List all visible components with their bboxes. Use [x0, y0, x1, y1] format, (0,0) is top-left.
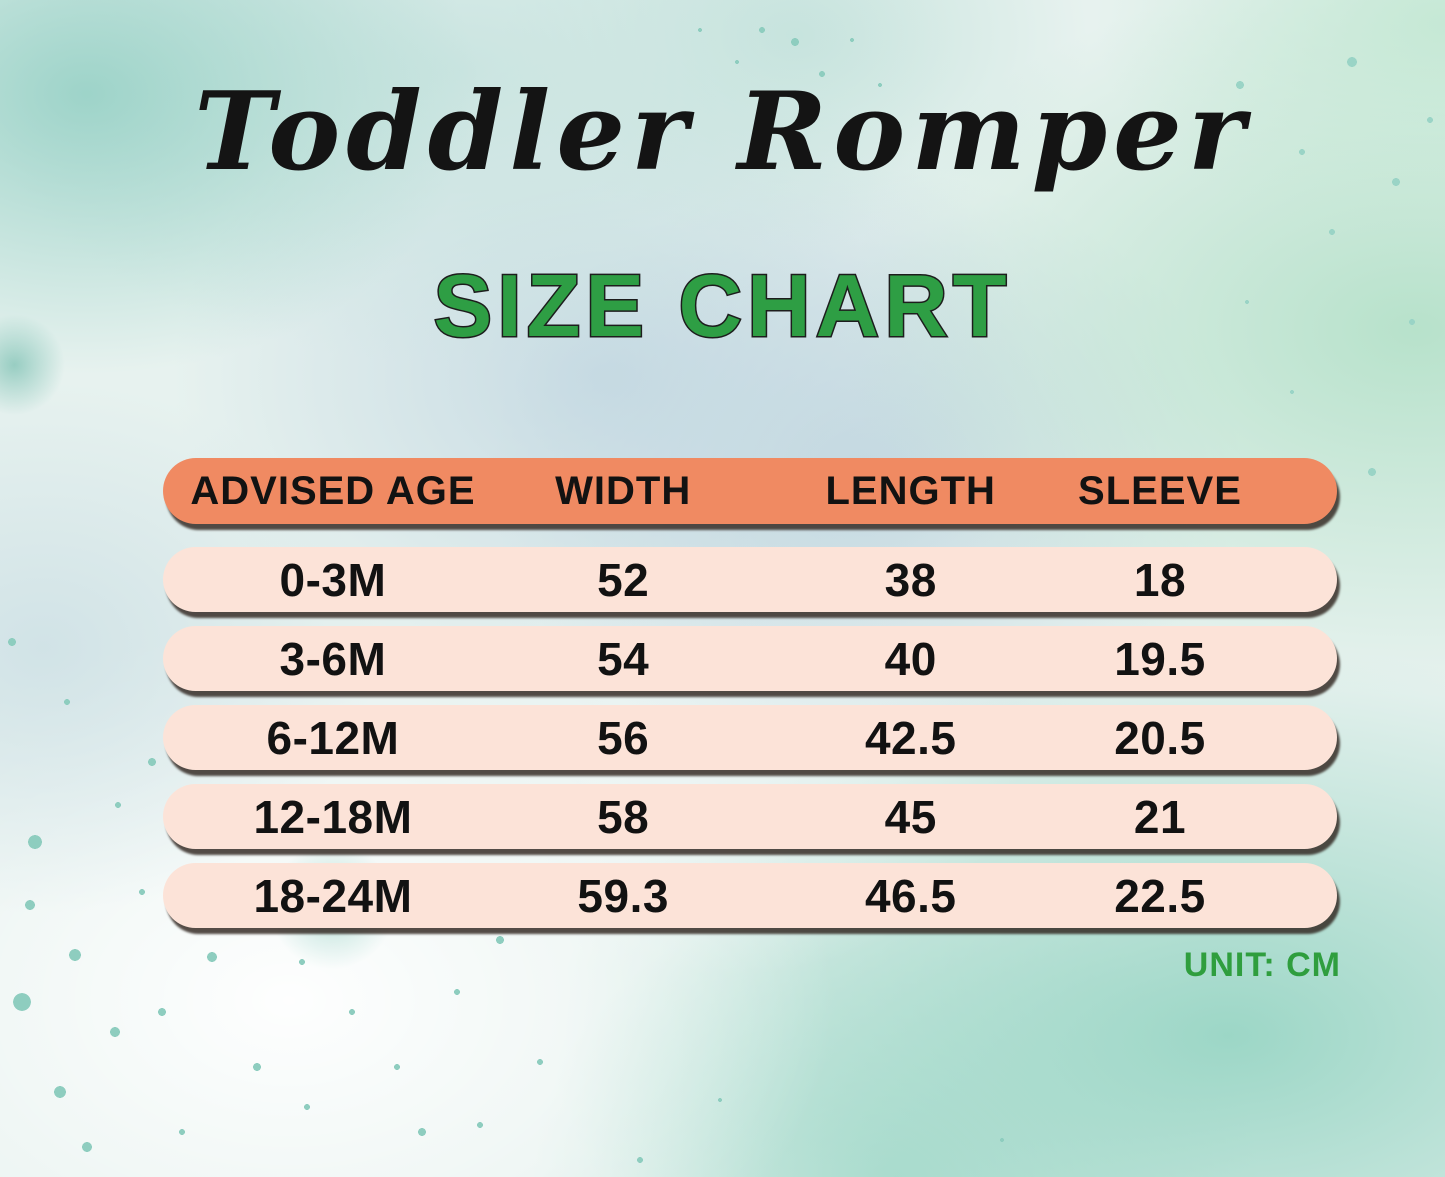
length-cell: 45 — [884, 790, 937, 843]
sleeve-cell: 19.5 — [1114, 632, 1206, 685]
table-row: 12-18M 58 45 21 — [163, 784, 1337, 849]
column-header-length: LENGTH — [825, 468, 996, 513]
table-header-row: ADVISED AGE WIDTH LENGTH SLEEVE — [163, 458, 1337, 524]
unit-label: UNIT: CM — [1183, 946, 1341, 984]
table-row: 6-12M 56 42.5 20.5 — [163, 705, 1337, 770]
sleeve-cell: 18 — [1133, 553, 1187, 606]
column-header-advised-age: ADVISED AGE — [190, 468, 476, 513]
age-cell: 6-12M — [266, 711, 400, 764]
sleeve-cell: 20.5 — [1114, 711, 1206, 764]
length-cell: 40 — [884, 632, 937, 685]
size-chart-heading: SIZE CHART — [432, 256, 1012, 355]
column-header-width: WIDTH — [555, 468, 692, 513]
length-cell: 42.5 — [864, 711, 957, 764]
column-header-sleeve: SLEEVE — [1078, 468, 1242, 513]
length-cell: 46.5 — [864, 869, 957, 922]
table-row: 3-6M 54 40 19.5 — [163, 626, 1337, 691]
width-cell: 59.3 — [577, 869, 669, 922]
length-cell: 38 — [884, 553, 937, 606]
age-cell: 0-3M — [279, 553, 387, 606]
age-cell: 12-18M — [253, 790, 413, 843]
width-cell: 52 — [597, 553, 650, 606]
table-row: 0-3M 52 38 18 — [163, 547, 1337, 612]
sleeve-cell: 21 — [1133, 790, 1187, 843]
width-cell: 58 — [597, 790, 650, 843]
table-row: 18-24M 59.3 46.5 22.5 — [163, 863, 1337, 928]
size-table: ADVISED AGE WIDTH LENGTH SLEEVE 0-3M 52 … — [163, 458, 1337, 942]
width-cell: 54 — [597, 632, 650, 685]
age-cell: 18-24M — [253, 869, 413, 922]
sleeve-cell: 22.5 — [1114, 869, 1206, 922]
width-cell: 56 — [597, 711, 650, 764]
age-cell: 3-6M — [279, 632, 387, 685]
page-title: Toddler Romper — [194, 69, 1251, 195]
